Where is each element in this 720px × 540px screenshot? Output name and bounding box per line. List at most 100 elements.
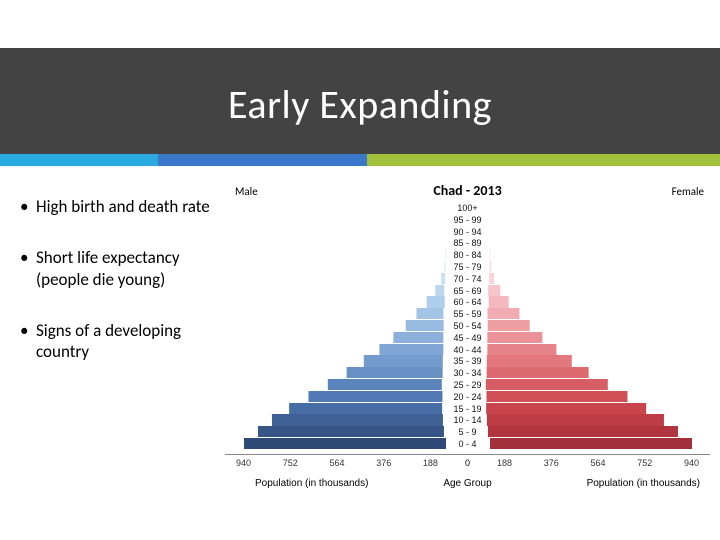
x-axis-label-left: Population (in thousands) [255, 478, 368, 489]
x-tick: 940 [684, 458, 699, 472]
accent-seg-2 [158, 154, 367, 166]
pyramid-row [363, 355, 571, 366]
female-bar [487, 414, 663, 425]
male-bar [257, 426, 444, 437]
x-axis-label-right: Population (in thousands) [587, 478, 700, 489]
female-bar [488, 296, 508, 307]
male-bar [405, 320, 444, 331]
pyramid-row [346, 367, 589, 378]
male-bar [416, 308, 444, 319]
x-tick: 564 [329, 458, 344, 472]
pyramid-row [405, 320, 530, 331]
x-axis-label-center: Age Group [443, 478, 491, 489]
x-tick: 752 [637, 458, 652, 472]
row-gap [446, 214, 490, 225]
row-gap [444, 296, 488, 307]
female-bar [487, 344, 556, 355]
female-bar [487, 332, 542, 343]
male-bar [379, 344, 443, 355]
row-gap [443, 367, 487, 378]
x-tick: 376 [376, 458, 391, 472]
row-gap [443, 414, 487, 425]
male-bar [435, 285, 445, 296]
row-gap [442, 379, 486, 390]
row-gap [444, 320, 488, 331]
pyramid-row [445, 249, 490, 260]
pyramid-row [327, 379, 607, 390]
pyramid-row [271, 414, 663, 425]
pyramid-row [441, 273, 495, 284]
pyramid-row [257, 426, 677, 437]
male-bar [426, 296, 444, 307]
male-bar [308, 391, 442, 402]
x-ticks-left: 940752564376188 [244, 458, 446, 472]
pyramid-rows: 100+95 - 9990 - 9485 - 8980 - 8475 - 797… [225, 202, 710, 450]
x-ticks-right: 188376564752940 [490, 458, 692, 472]
female-label: Female [672, 185, 704, 198]
female-bar [487, 367, 589, 378]
female-bar [490, 438, 692, 449]
pyramid-row [393, 332, 542, 343]
row-gap [446, 237, 490, 248]
row-gap [443, 332, 487, 343]
male-bar [393, 332, 444, 343]
row-gap [445, 249, 489, 260]
pyramid-row [289, 403, 647, 414]
pyramid-row [308, 391, 627, 402]
x-tick: 188 [497, 458, 512, 472]
female-bar [488, 308, 519, 319]
male-bar [271, 414, 443, 425]
x-tick: 376 [544, 458, 559, 472]
row-gap [443, 344, 487, 355]
female-bar [489, 273, 494, 284]
female-bar [487, 355, 572, 366]
pyramid-row [244, 438, 692, 449]
male-bar [244, 438, 446, 449]
male-label: Male [235, 185, 258, 198]
row-gap [444, 285, 488, 296]
pyramid-row [444, 261, 491, 272]
female-bar [489, 261, 491, 272]
row-gap [446, 202, 490, 213]
pyramid-row [446, 214, 490, 225]
row-gap [446, 438, 490, 449]
bullet-item: Short life expectancy (people die young) [20, 247, 220, 290]
x-tick-center: 0 [465, 458, 470, 468]
x-tick: 564 [590, 458, 605, 472]
pyramid-row [446, 226, 490, 237]
female-bar [486, 391, 627, 402]
female-bar [488, 320, 530, 331]
male-bar [327, 379, 442, 390]
female-bar [488, 426, 677, 437]
population-pyramid: Chad - 2013 Male Female 100+95 - 9990 - … [225, 180, 710, 500]
male-bar [289, 403, 443, 414]
pyramid-row [435, 285, 500, 296]
pyramid-row [446, 237, 490, 248]
bullet-list: High birth and death rate Short life exp… [20, 196, 220, 392]
female-bar [488, 285, 500, 296]
male-bar [346, 367, 443, 378]
female-bar [486, 403, 646, 414]
slide-title: Early Expanding [0, 80, 720, 129]
row-gap [442, 391, 486, 402]
row-gap [443, 355, 487, 366]
male-bar [363, 355, 443, 366]
accent-seg-1 [0, 154, 158, 166]
row-gap [442, 403, 486, 414]
row-gap [445, 261, 489, 272]
female-bar [486, 379, 607, 390]
row-gap [446, 226, 490, 237]
row-gap [445, 273, 489, 284]
row-gap [444, 308, 488, 319]
pyramid-row [379, 344, 556, 355]
pyramid-row [426, 296, 509, 307]
bullet-item: Signs of a developing country [20, 320, 220, 363]
x-tick: 940 [236, 458, 251, 472]
pyramid-row [416, 308, 519, 319]
accent-stripe [0, 154, 720, 166]
x-axis-line [225, 454, 710, 455]
pyramid-row [446, 202, 490, 213]
x-tick: 752 [283, 458, 298, 472]
row-gap [444, 426, 488, 437]
accent-seg-3 [367, 154, 720, 166]
